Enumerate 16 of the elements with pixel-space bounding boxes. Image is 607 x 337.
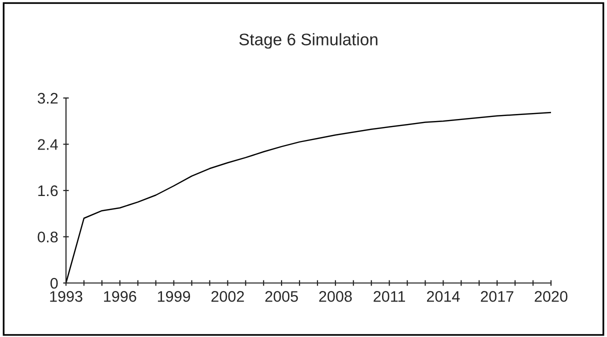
y-tick-label: 1.6	[38, 185, 58, 196]
y-tick-label: 3.2	[38, 92, 58, 104]
y-tick-label: 2.4	[38, 139, 58, 150]
x-tick-label: 2014	[427, 291, 460, 302]
x-tick-label: 1999	[158, 291, 190, 302]
y-tick-label: 0.8	[38, 232, 58, 242]
chart-title: Stage 6 Simulation	[239, 33, 378, 49]
x-tick-label: 2011	[374, 291, 406, 302]
x-tick-label: 1993	[50, 291, 82, 302]
x-tick-label: 2020	[534, 291, 568, 302]
x-tick-label: 2002	[211, 291, 244, 302]
x-tick-label: 2008	[319, 291, 352, 302]
x-tick-label: 1996	[104, 291, 136, 302]
x-tick-label: 2005	[265, 291, 298, 302]
y-tick-label: 0	[50, 278, 58, 289]
x-tick-label: 2017	[480, 291, 514, 302]
